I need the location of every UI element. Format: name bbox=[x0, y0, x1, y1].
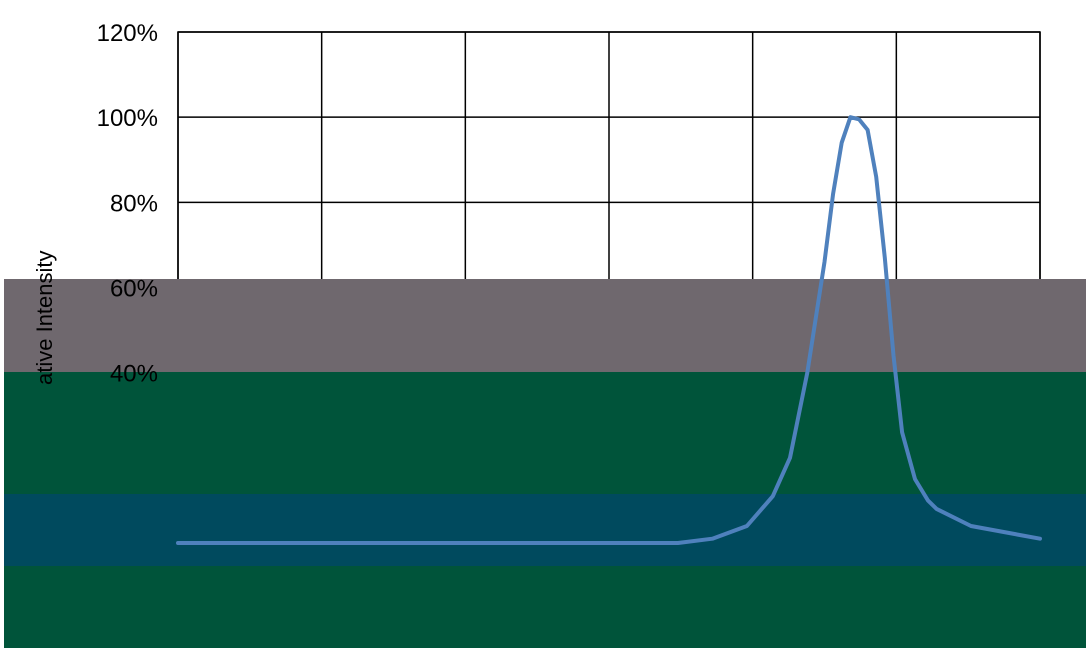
grey-overlay-band bbox=[4, 279, 1086, 374]
y-tick-label: 120% bbox=[97, 20, 158, 47]
green-overlay-band bbox=[4, 372, 1086, 648]
y-tick-labels: 120% 100% 80% 60% 40% bbox=[97, 20, 158, 388]
y-tick-label: 100% bbox=[97, 105, 158, 132]
y-axis-title: ative Intensity bbox=[32, 250, 57, 385]
overlay-bands bbox=[4, 279, 1086, 648]
series-layer bbox=[176, 115, 1042, 545]
series-line bbox=[176, 115, 1042, 545]
y-tick-label: 60% bbox=[110, 276, 158, 303]
teal-overlay-band bbox=[4, 494, 1086, 566]
y-tick-label: 80% bbox=[110, 190, 158, 217]
y-tick-label: 40% bbox=[110, 361, 158, 388]
